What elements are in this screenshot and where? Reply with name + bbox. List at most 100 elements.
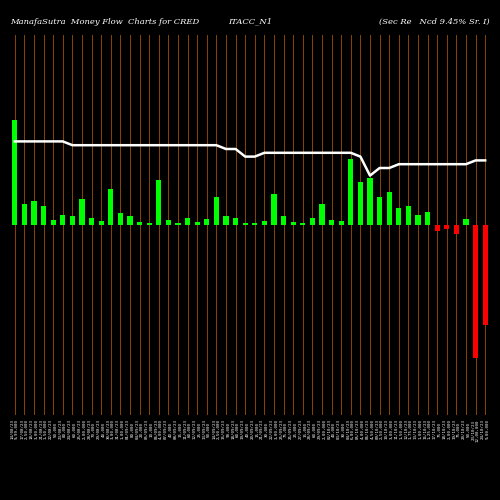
Text: 17/10/23
75,000: 17/10/23 75,000 bbox=[433, 419, 442, 440]
Text: 22/08/23
50,000: 22/08/23 50,000 bbox=[49, 419, 58, 440]
Text: 21/09/23
30,000: 21/09/23 30,000 bbox=[260, 419, 268, 440]
Bar bbox=[194, 222, 200, 225]
Text: 19/09/23
40,000: 19/09/23 40,000 bbox=[241, 419, 250, 440]
Text: 12/09/23
25,000: 12/09/23 25,000 bbox=[193, 419, 202, 440]
Bar bbox=[166, 220, 171, 225]
Text: 13/09/23
50,000: 13/09/23 50,000 bbox=[202, 419, 211, 440]
Bar bbox=[368, 178, 372, 225]
Bar bbox=[252, 223, 258, 225]
Bar bbox=[128, 216, 132, 225]
Bar bbox=[224, 216, 228, 225]
Text: 11/09/23
60,000: 11/09/23 60,000 bbox=[184, 419, 192, 440]
Text: 01/09/23
80,000: 01/09/23 80,000 bbox=[126, 419, 134, 440]
Text: 19/10/23
75,000: 19/10/23 75,000 bbox=[452, 419, 460, 440]
Bar bbox=[262, 221, 267, 225]
Text: ITACC_N1: ITACC_N1 bbox=[228, 18, 272, 25]
Text: 18/10/23
2,00,000: 18/10/23 2,00,000 bbox=[442, 419, 451, 440]
Bar bbox=[416, 214, 420, 225]
Bar bbox=[108, 190, 114, 225]
Text: 23/10/23
12,00,000: 23/10/23 12,00,000 bbox=[472, 419, 480, 442]
Text: 29/09/23
2,00,000: 29/09/23 2,00,000 bbox=[318, 419, 326, 440]
Bar bbox=[137, 222, 142, 225]
Text: 28/09/23
60,000: 28/09/23 60,000 bbox=[308, 419, 316, 440]
Text: 09/10/23
2,50,000: 09/10/23 2,50,000 bbox=[376, 419, 384, 440]
Bar bbox=[290, 222, 296, 225]
Text: 18/09/23
60,000: 18/09/23 60,000 bbox=[232, 419, 240, 440]
Bar bbox=[300, 223, 306, 225]
Text: 05/09/23
10,000: 05/09/23 10,000 bbox=[145, 419, 154, 440]
Bar bbox=[348, 158, 354, 225]
Text: 04/10/23
6,00,000: 04/10/23 6,00,000 bbox=[346, 419, 355, 440]
Text: 03/10/23
30,000: 03/10/23 30,000 bbox=[337, 419, 345, 440]
Bar bbox=[50, 220, 56, 225]
Text: 12/10/23
1,75,000: 12/10/23 1,75,000 bbox=[404, 419, 412, 440]
Text: 06/09/23
4,00,000: 06/09/23 4,00,000 bbox=[154, 419, 163, 440]
Text: 17/08/23
2,50,000: 17/08/23 2,50,000 bbox=[20, 419, 28, 440]
Bar bbox=[454, 225, 459, 234]
Text: 15/09/23
90,000: 15/09/23 90,000 bbox=[222, 419, 230, 440]
Bar bbox=[118, 213, 123, 225]
Bar bbox=[310, 218, 315, 225]
Bar bbox=[89, 218, 94, 225]
Text: 07/09/23
40,000: 07/09/23 40,000 bbox=[164, 419, 172, 440]
Text: 05/10/23
4,00,000: 05/10/23 4,00,000 bbox=[356, 419, 364, 440]
Text: 11/10/23
1,50,000: 11/10/23 1,50,000 bbox=[394, 419, 403, 440]
Bar bbox=[80, 199, 84, 225]
Bar bbox=[204, 220, 210, 225]
Text: 24/08/23
60,000: 24/08/23 60,000 bbox=[68, 419, 76, 440]
Text: 02/10/23
40,000: 02/10/23 40,000 bbox=[328, 419, 336, 440]
Text: 22/09/23
3,00,000: 22/09/23 3,00,000 bbox=[270, 419, 278, 440]
Bar bbox=[156, 180, 162, 225]
Text: 30/08/23
3,00,000: 30/08/23 3,00,000 bbox=[106, 419, 115, 440]
Text: 14/09/23
2,50,000: 14/09/23 2,50,000 bbox=[212, 419, 220, 440]
Bar bbox=[281, 216, 286, 225]
Bar bbox=[358, 182, 363, 225]
Bar bbox=[425, 212, 430, 225]
Bar bbox=[406, 206, 411, 225]
Text: 21/08/23
1,50,000: 21/08/23 1,50,000 bbox=[40, 419, 48, 440]
Bar bbox=[329, 220, 334, 225]
Text: 20/09/23
15,000: 20/09/23 15,000 bbox=[250, 419, 259, 440]
Bar bbox=[185, 218, 190, 225]
Text: 26/09/23
25,000: 26/09/23 25,000 bbox=[289, 419, 298, 440]
Bar bbox=[377, 196, 382, 225]
Text: 27/09/23
15,000: 27/09/23 15,000 bbox=[298, 419, 307, 440]
Bar bbox=[396, 208, 402, 225]
Bar bbox=[60, 214, 66, 225]
Bar bbox=[22, 204, 27, 225]
Text: 23/08/23
80,000: 23/08/23 80,000 bbox=[58, 419, 67, 440]
Bar bbox=[386, 192, 392, 225]
Text: 18/08/23
3,00,000: 18/08/23 3,00,000 bbox=[30, 419, 38, 440]
Text: 24/10/23
9,00,000: 24/10/23 9,00,000 bbox=[481, 419, 490, 440]
Text: 31/08/23
1,00,000: 31/08/23 1,00,000 bbox=[116, 419, 124, 440]
Text: 20/10/23
50,000: 20/10/23 50,000 bbox=[462, 419, 470, 440]
Bar bbox=[32, 201, 36, 225]
Bar bbox=[12, 120, 18, 225]
Bar bbox=[214, 196, 219, 225]
Text: 13/10/23
1,00,000: 13/10/23 1,00,000 bbox=[414, 419, 422, 440]
Text: 04/09/23
20,000: 04/09/23 20,000 bbox=[136, 419, 144, 440]
Bar bbox=[176, 223, 180, 225]
Bar bbox=[473, 225, 478, 358]
Text: 16/10/23
1,25,000: 16/10/23 1,25,000 bbox=[424, 419, 432, 440]
Text: 29/08/23
40,000: 29/08/23 40,000 bbox=[97, 419, 106, 440]
Text: 06/10/23
4,50,000: 06/10/23 4,50,000 bbox=[366, 419, 374, 440]
Bar bbox=[146, 223, 152, 225]
Text: 10/10/23
3,00,000: 10/10/23 3,00,000 bbox=[385, 419, 394, 440]
Bar bbox=[70, 216, 75, 225]
Bar bbox=[242, 222, 248, 225]
Text: 28/08/23
70,000: 28/08/23 70,000 bbox=[88, 419, 96, 440]
Text: ManafaSutra  Money Flow  Charts for CRED: ManafaSutra Money Flow Charts for CRED bbox=[10, 18, 199, 25]
Text: 14/08/23
9,99,000: 14/08/23 9,99,000 bbox=[10, 419, 19, 440]
Bar bbox=[41, 206, 46, 225]
Bar bbox=[320, 204, 324, 225]
Text: 08/09/23
15,000: 08/09/23 15,000 bbox=[174, 419, 182, 440]
Bar bbox=[272, 194, 276, 225]
Bar bbox=[482, 225, 488, 325]
Bar bbox=[444, 225, 450, 229]
Text: 25/08/23
2,00,000: 25/08/23 2,00,000 bbox=[78, 419, 86, 440]
Text: 25/09/23
75,000: 25/09/23 75,000 bbox=[280, 419, 288, 440]
Bar bbox=[464, 220, 468, 225]
Bar bbox=[98, 221, 104, 225]
Bar bbox=[434, 225, 440, 230]
